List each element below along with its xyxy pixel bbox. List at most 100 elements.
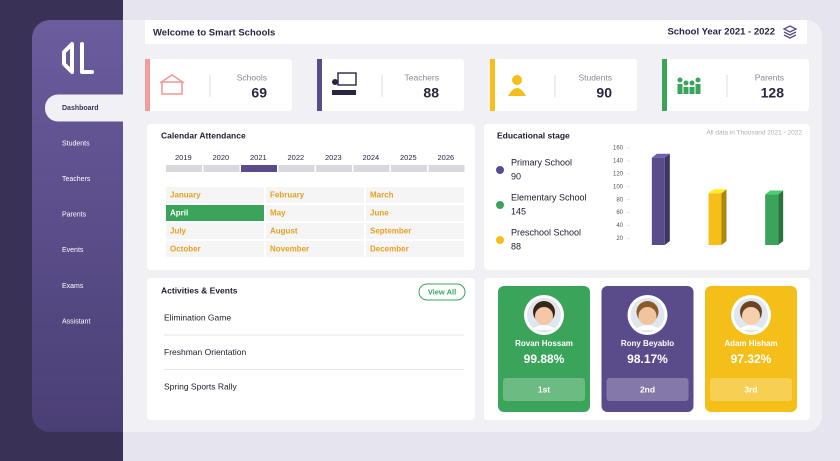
rank-button[interactable] xyxy=(710,378,792,401)
student-score: 97.32% xyxy=(731,352,772,366)
month-label[interactable]: January xyxy=(170,191,201,200)
y-tick-label: 40 xyxy=(616,223,623,229)
rank-label[interactable]: 3rd xyxy=(744,384,757,394)
rank-label[interactable]: 2nd xyxy=(640,384,655,394)
rank-button[interactable] xyxy=(503,378,585,401)
bar-top xyxy=(651,153,670,158)
month-label[interactable]: April xyxy=(170,209,188,218)
student-card xyxy=(601,286,694,412)
stat-icon xyxy=(337,72,357,86)
year-cell[interactable] xyxy=(203,165,240,172)
year-cell[interactable] xyxy=(391,165,427,172)
stat-icon xyxy=(677,84,683,94)
menu-item[interactable]: Dashboard xyxy=(62,105,99,112)
month-label[interactable]: March xyxy=(370,191,394,200)
menu-item[interactable]: Teachers xyxy=(62,176,91,183)
activity-item[interactable]: Freshman Orientation xyxy=(164,347,246,357)
stat-value: 90 xyxy=(596,85,612,101)
menu-item[interactable]: Parents xyxy=(62,212,87,219)
sidebar xyxy=(32,20,142,432)
year-cell[interactable] xyxy=(278,165,315,172)
header-title: Welcome to Smart Schools xyxy=(153,28,275,39)
menu-item[interactable]: Events xyxy=(62,247,84,254)
month-label[interactable]: December xyxy=(370,245,409,254)
month-cell[interactable] xyxy=(266,205,364,221)
year-label[interactable]: 2024 xyxy=(363,153,380,162)
month-cell[interactable] xyxy=(366,187,464,203)
year-label[interactable]: 2025 xyxy=(400,153,417,162)
student-name: Adam Hisham xyxy=(724,339,777,348)
month-label[interactable]: June xyxy=(370,209,389,218)
book xyxy=(782,25,798,33)
month-cell[interactable] xyxy=(166,241,264,257)
year-label[interactable]: 2022 xyxy=(288,153,305,162)
year-cell[interactable] xyxy=(166,165,202,172)
stat-card xyxy=(662,59,809,111)
month-cell[interactable] xyxy=(266,223,364,239)
month-cell[interactable] xyxy=(366,223,464,239)
bar-top xyxy=(708,189,727,194)
stat-icon xyxy=(683,80,689,86)
menu-item[interactable]: Assistant xyxy=(62,318,90,325)
month-label[interactable]: November xyxy=(270,245,309,254)
month-cell[interactable] xyxy=(266,187,364,203)
student-name: Rovan Hossam xyxy=(515,339,573,348)
avatar-body xyxy=(531,325,557,330)
month-cell[interactable] xyxy=(366,205,464,221)
menu-item[interactable]: Exams xyxy=(62,283,84,290)
year-cell[interactable] xyxy=(428,165,465,172)
stat-card xyxy=(317,59,464,111)
student-name: Rony Beyablo xyxy=(621,339,674,348)
stat-card xyxy=(490,59,637,111)
legend-name: Preschool School xyxy=(511,227,581,237)
logo xyxy=(62,42,94,74)
month-label[interactable]: February xyxy=(270,191,305,200)
header-bar xyxy=(145,20,807,44)
y-tick-label: 140 xyxy=(613,159,624,165)
activity-item[interactable]: Elimination Game xyxy=(164,312,231,322)
stat-icon xyxy=(512,75,522,85)
student-score: 99.88% xyxy=(524,352,565,366)
avatar-face xyxy=(638,307,657,325)
activity-item[interactable]: Spring Sports Rally xyxy=(164,381,238,391)
month-label[interactable]: July xyxy=(170,227,187,236)
year-label[interactable]: 2023 xyxy=(325,153,342,162)
month-label[interactable]: October xyxy=(170,245,201,254)
y-tick-label: 60 xyxy=(616,210,623,216)
stat-card xyxy=(145,59,292,111)
month-label[interactable]: May xyxy=(270,209,286,218)
logo-left xyxy=(62,42,74,74)
month-cell[interactable] xyxy=(166,205,264,221)
stat-icon xyxy=(508,88,526,96)
y-tick-label: 80 xyxy=(616,197,623,203)
y-tick-label: 120 xyxy=(613,171,624,177)
stat-label: Teachers xyxy=(405,72,440,82)
rank-button[interactable] xyxy=(606,378,689,401)
month-label[interactable]: August xyxy=(270,227,298,236)
bar xyxy=(765,194,779,245)
stat-stripe xyxy=(317,59,322,111)
stat-icon xyxy=(695,84,701,94)
year-cell[interactable] xyxy=(316,165,352,172)
year-label[interactable]: 2019 xyxy=(175,153,192,162)
year-label[interactable]: 2026 xyxy=(438,153,455,162)
view-all-label[interactable]: View All xyxy=(428,287,456,296)
year-cell[interactable] xyxy=(353,165,390,172)
stat-label: Students xyxy=(578,72,612,82)
book xyxy=(783,31,797,36)
year-label[interactable]: 2021 xyxy=(250,153,267,162)
month-cell[interactable] xyxy=(366,241,464,257)
month-cell[interactable] xyxy=(266,241,364,257)
view-all-button[interactable] xyxy=(418,283,466,301)
stage-subtitle: All data in Thousand 2021 - 2022 xyxy=(706,130,802,137)
rank-label[interactable]: 1st xyxy=(538,384,550,394)
year-cell[interactable] xyxy=(241,165,277,172)
main-area-edge xyxy=(123,20,143,432)
month-cell[interactable] xyxy=(166,223,264,239)
month-cell[interactable] xyxy=(166,187,264,203)
month-label[interactable]: September xyxy=(370,227,411,236)
menu-item[interactable]: Students xyxy=(62,140,90,147)
student-card xyxy=(705,286,797,412)
year-label[interactable]: 2020 xyxy=(213,153,230,162)
